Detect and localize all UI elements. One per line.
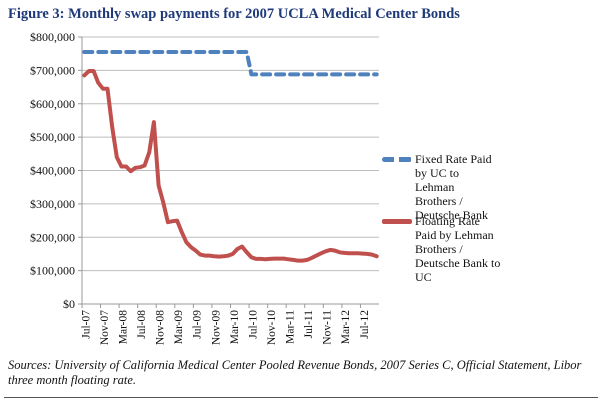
figure-title: Figure 3: Monthly swap payments for 2007… (8, 6, 460, 22)
x-tick-label: Nov-07 (99, 310, 111, 345)
legend-swatch-floating-rate (382, 219, 412, 224)
y-tick-label: $700,000 (30, 63, 75, 77)
y-tick-label: $0 (63, 297, 75, 311)
legend-swatch-fixed-rate (382, 157, 412, 162)
legend-label-fixed-rate: Fixed Rate Paid by UC to Lehman Brothers… (415, 152, 492, 222)
x-tick-label: Mar-12 (340, 310, 352, 345)
legend-item-fixed-rate: Fixed Rate Paid by UC to Lehman Brothers… (382, 152, 600, 222)
y-tick-label: $100,000 (30, 264, 75, 278)
x-tick-label: Nov-08 (155, 310, 167, 345)
bottom-rule (4, 397, 598, 398)
legend-label-floating-rate: Floating Rate Paid by Lehman Brothers / … (415, 214, 501, 284)
y-tick-label: $500,000 (30, 130, 75, 144)
x-tick-label: Jul-08 (136, 310, 148, 339)
y-tick-label: $300,000 (30, 197, 75, 211)
x-tick-label: Jul-10 (247, 310, 259, 339)
series-line-fixed-rate (82, 50, 379, 77)
y-tick-label: $400,000 (30, 164, 75, 178)
y-tick-label: $600,000 (30, 97, 75, 111)
series-line-floating-rate (82, 69, 379, 263)
x-tick-label: Mar-08 (117, 310, 129, 345)
gridlines (82, 36, 379, 272)
series-lines (82, 50, 379, 263)
x-tick-label: Mar-09 (173, 310, 185, 345)
y-tick-label: $200,000 (30, 230, 75, 244)
y-tick-labels: $0 $100,000 $200,000 $300,000 $400,000 $500,0… (30, 30, 75, 311)
x-tick-label: Mar-10 (229, 310, 241, 345)
y-tick-label: $800,000 (30, 30, 75, 44)
x-tick-labels: Jul-07 Nov-07 Mar-08 Jul-08 Nov-08 Mar-09 Jul-… (80, 310, 370, 345)
source-note: Sources: University of California Medica… (8, 358, 582, 387)
axes (78, 36, 379, 308)
x-tick-label: Nov-11 (322, 310, 334, 345)
x-tick-label: Jul-11 (303, 310, 315, 339)
x-tick-label: Jul-12 (359, 310, 371, 339)
x-tick-label: Nov-09 (210, 310, 222, 345)
x-tick-label: Jul-07 (80, 310, 92, 339)
legend-item-floating-rate: Floating Rate Paid by Lehman Brothers / … (382, 214, 600, 284)
x-tick-label: Mar-11 (285, 310, 297, 344)
x-tick-label: Jul-09 (192, 310, 204, 339)
x-tick-label: Nov-10 (266, 310, 278, 345)
